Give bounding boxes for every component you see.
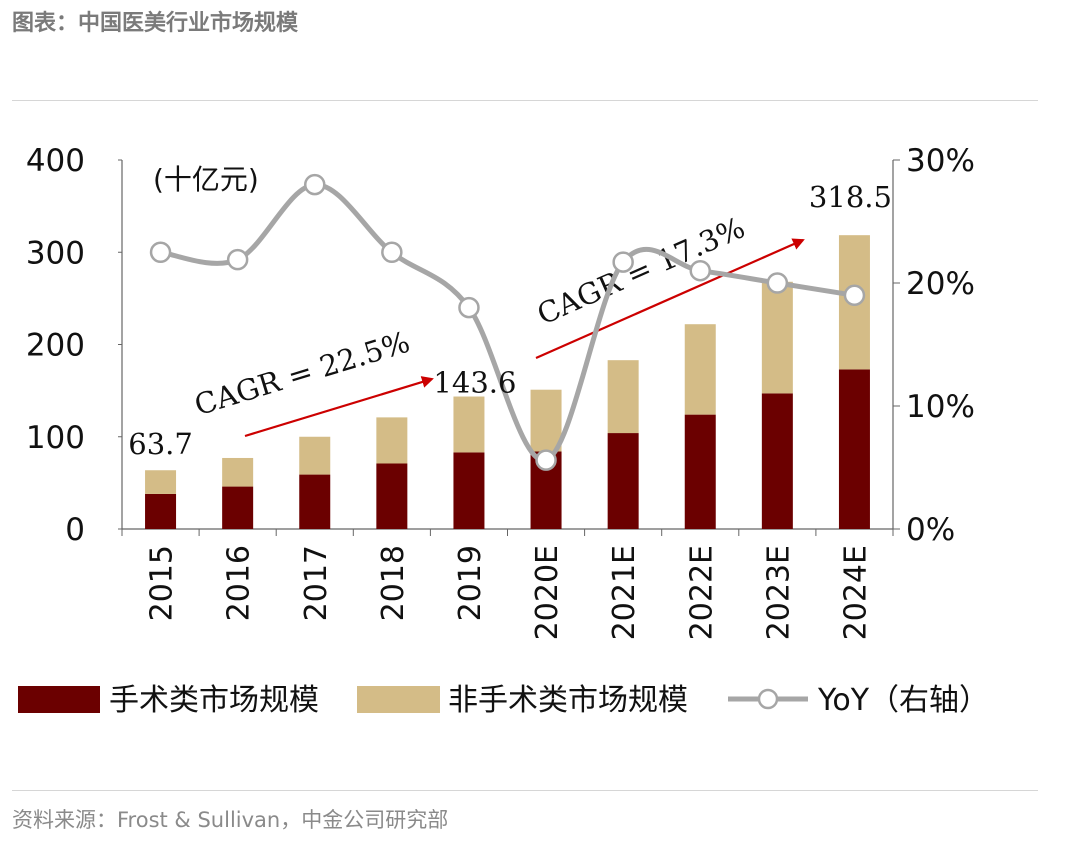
unit-label: (十亿元) xyxy=(153,163,259,196)
bar-total-label: 63.7 xyxy=(128,427,193,461)
right-tick-label: 0% xyxy=(906,512,955,548)
bar-surgical xyxy=(838,369,870,529)
x-tick-label: 2016 xyxy=(222,545,257,621)
legend-label-surgical: 手术类市场规模 xyxy=(109,683,319,718)
figure-title: 图表：中国医美行业市场规模 xyxy=(12,11,299,36)
bar-non-surgical xyxy=(145,470,177,494)
cagr-label: CAGR = 22.5% xyxy=(190,325,413,423)
right-tick-label: 20% xyxy=(906,266,975,302)
right-tick-label: 30% xyxy=(906,143,975,179)
yoy-point xyxy=(381,241,403,263)
x-tick-label: 2020E xyxy=(530,545,565,640)
yoy-point xyxy=(612,251,634,273)
left-tick-label: 200 xyxy=(26,328,85,364)
bar-non-surgical xyxy=(761,281,793,394)
yoy-point xyxy=(226,248,249,271)
bar-non-surgical xyxy=(453,396,485,453)
source-note: 资料来源：Frost & Sullivan，中金公司研究部 xyxy=(12,803,448,837)
yoy-point xyxy=(843,284,866,307)
bottom-divider xyxy=(12,790,1038,791)
left-tick-label: 0 xyxy=(65,512,85,548)
legend-swatch-surgical xyxy=(18,686,100,713)
bar-surgical xyxy=(222,486,254,529)
x-tick-label: 2023E xyxy=(761,545,796,640)
bar-total-label: 318.5 xyxy=(809,180,892,214)
cagr-arrow xyxy=(244,376,434,438)
legend-swatch-non-surgical xyxy=(357,686,440,713)
yoy-point xyxy=(149,241,172,263)
bar-surgical xyxy=(761,393,793,529)
yoy-point xyxy=(458,296,480,319)
left-tick-label: 400 xyxy=(26,143,85,179)
yoy-point xyxy=(535,449,557,471)
legend-label-yoy: YoY（右轴） xyxy=(817,683,989,718)
top-divider xyxy=(12,100,1038,101)
right-tick-label: 10% xyxy=(906,389,975,425)
bar-surgical xyxy=(684,414,716,529)
bar-non-surgical xyxy=(684,324,716,415)
bar-surgical xyxy=(145,493,177,529)
x-tick-label: 2017 xyxy=(299,545,334,621)
x-tick-label: 2019 xyxy=(453,545,488,621)
x-tick-label: 2021E xyxy=(607,545,642,640)
legend: 手术类市场规模 非手术类市场规模 YoY（右轴） xyxy=(18,683,989,718)
left-tick-label: 100 xyxy=(26,420,85,456)
source-label: 资料来源： xyxy=(12,808,117,832)
bar-non-surgical xyxy=(222,457,254,487)
legend-label-non-surgical: 非手术类市场规模 xyxy=(448,683,688,718)
left-tick-label: 300 xyxy=(26,235,85,271)
bar-surgical xyxy=(607,433,639,529)
yoy-line-path xyxy=(158,182,857,463)
bar-total-label: 143.6 xyxy=(433,366,516,400)
axes: 0 100 200 300 400 0% 10% 20% 30% 2015 2016 2017 2018… xyxy=(26,143,975,640)
bar-surgical xyxy=(376,463,408,529)
x-tick-label: 2024E xyxy=(838,545,873,640)
source-text: Frost & Sullivan，中金公司研究部 xyxy=(117,808,449,832)
legend-marker-yoy xyxy=(757,688,779,710)
bar-non-surgical xyxy=(530,389,562,452)
yoy-point xyxy=(766,272,789,294)
bars xyxy=(145,235,870,529)
bar-non-surgical xyxy=(299,436,331,475)
bar-surgical xyxy=(453,452,485,529)
bar-non-surgical xyxy=(376,417,408,464)
x-tick-label: 2022E xyxy=(684,545,719,640)
x-tick-label: 2018 xyxy=(376,545,411,621)
data-labels: 63.7 143.6 318.5 xyxy=(128,180,892,461)
bar-surgical xyxy=(299,474,331,529)
x-tick-label: 2015 xyxy=(145,545,180,621)
yoy-point xyxy=(689,259,711,282)
yoy-line xyxy=(149,173,866,471)
market-size-chart: 0 100 200 300 400 0% 10% 20% 30% 2015 2016 2017 2018… xyxy=(18,143,989,718)
bar-non-surgical xyxy=(607,360,639,434)
cagr-arrow xyxy=(535,238,805,360)
yoy-point xyxy=(304,173,326,196)
